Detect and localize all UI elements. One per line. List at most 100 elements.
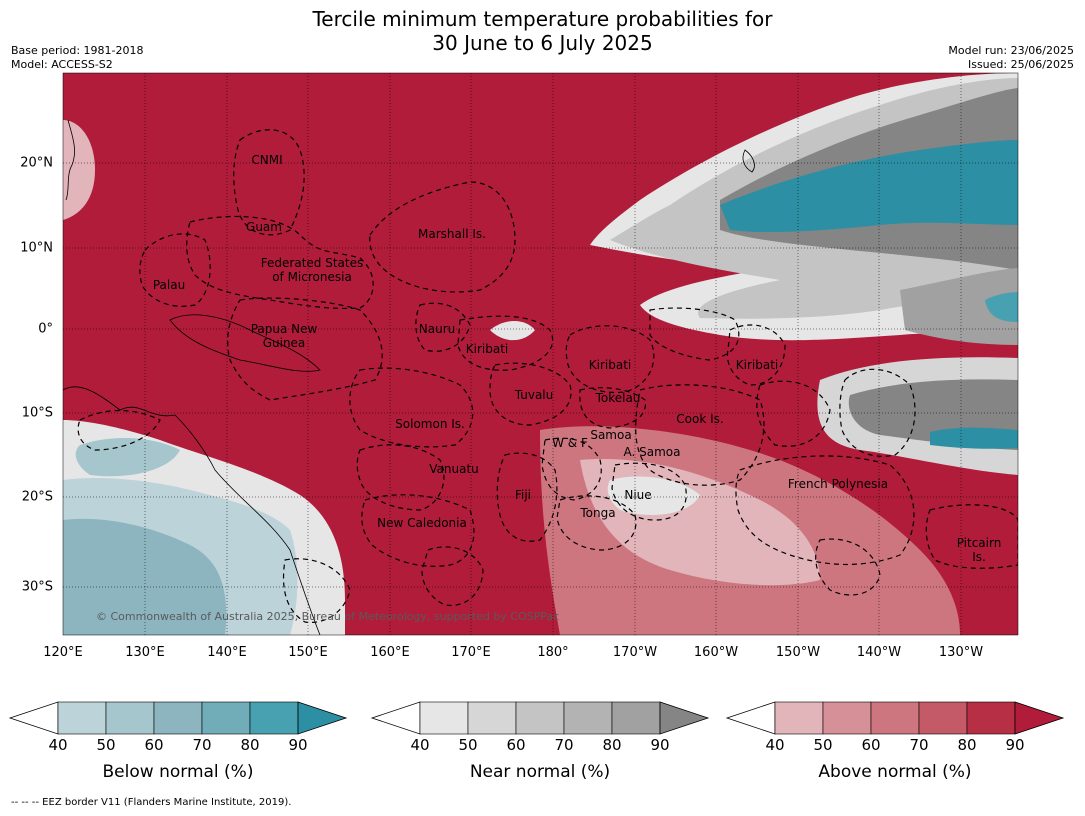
map-area xyxy=(63,73,1018,635)
cbar-below-seg-2 xyxy=(105,701,155,735)
below-normal-core-ne xyxy=(720,140,1018,233)
cbar-near-seg-5 xyxy=(611,701,661,735)
cbar-above-tick-50: 50 xyxy=(813,736,833,754)
meta-right: Model run: 23/06/2025 Issued: 25/06/2025 xyxy=(948,44,1074,72)
cbar-near-seg-1 xyxy=(419,701,469,735)
cbar-below-tick-80: 80 xyxy=(240,736,260,754)
lon-label-170e: 170°E xyxy=(451,645,491,660)
above-normal-low-region-nw xyxy=(63,120,95,220)
cbar-near-tick-40: 40 xyxy=(410,736,430,754)
coastlines xyxy=(63,119,755,635)
region-label-vanuatu: Vanuatu xyxy=(429,462,479,476)
near-normal-region-e xyxy=(900,268,1018,345)
model-name: Model: ACCESS-S2 xyxy=(11,58,113,71)
cbar-above-seg-3 xyxy=(870,701,920,735)
cbar-near-tick-90: 90 xyxy=(650,736,670,754)
lat-label-0: 0° xyxy=(38,321,53,337)
region-label-solomon: Solomon Is. xyxy=(395,417,465,431)
cbar-above-tick-60: 60 xyxy=(861,736,881,754)
lon-label-160w: 160°W xyxy=(693,645,739,660)
cbar-above-low-extend xyxy=(725,701,776,735)
cbar-above-tick-90: 90 xyxy=(1005,736,1025,754)
lon-label-130e: 130°E xyxy=(125,645,165,660)
region-label-kiribati-west: Kiribati xyxy=(465,342,509,356)
lat-label-20s: 20°S xyxy=(21,489,53,505)
cbar-near-high-extend xyxy=(659,701,710,735)
region-label-pitcairn-line2: Is. xyxy=(972,550,986,564)
colorbar-near xyxy=(370,701,710,735)
cbar-near-tick-60: 60 xyxy=(506,736,526,754)
cbar-below-low-extend xyxy=(8,701,59,735)
cbar-near-title: Near normal (%) xyxy=(469,762,611,782)
lon-label-120e: 120°E xyxy=(43,645,83,660)
region-label-cook: Cook Is. xyxy=(676,412,724,426)
region-label-tonga: Tonga xyxy=(580,506,616,520)
cbar-near-seg-4 xyxy=(563,701,613,735)
lat-label-30s: 30°S xyxy=(21,579,53,595)
below-normal-region-qld xyxy=(75,438,180,477)
cbar-above-high-extend xyxy=(1014,701,1065,735)
title-line-2: 30 June to 6 July 2025 xyxy=(432,31,653,55)
cbar-above-title: Above normal (%) xyxy=(818,762,972,782)
lon-label-140e: 140°E xyxy=(207,645,247,660)
lon-label-180: 180° xyxy=(537,645,569,660)
region-label-french-polynesia: French Polynesia xyxy=(787,477,889,491)
meta-left: Base period: 1981-2018 Model: ACCESS-S2 xyxy=(11,44,143,72)
cbar-near-tick-80: 80 xyxy=(602,736,622,754)
graticule xyxy=(63,73,1018,635)
title-line-1: Tercile minimum temperature probabilitie… xyxy=(312,7,773,31)
cbar-below-tick-90: 90 xyxy=(288,736,308,754)
eez-footer-note: -- -- -- EEZ border V11 (Flanders Marine… xyxy=(11,797,292,808)
lon-label-160e: 160°E xyxy=(370,645,410,660)
region-label-niue: Niue xyxy=(624,488,652,502)
region-label-cnmi: CNMI xyxy=(251,153,283,167)
colorbar-below xyxy=(8,701,348,735)
cbar-near-tick-70: 70 xyxy=(554,736,574,754)
lat-label-10n: 10°N xyxy=(20,240,53,256)
cbar-near-tick-50: 50 xyxy=(458,736,478,754)
near-normal-spot-niue xyxy=(607,476,700,515)
cbar-above-tick-40: 40 xyxy=(765,736,785,754)
cbar-above-tick-70: 70 xyxy=(909,736,929,754)
cbar-above-seg-5 xyxy=(966,701,1016,735)
region-label-fsm: Federated States of Micronesia xyxy=(261,256,363,284)
lon-label-140w: 140°W xyxy=(856,645,902,660)
region-label-marshall: Marshall Is. xyxy=(418,227,486,241)
lon-label-130w: 130°W xyxy=(938,645,984,660)
region-label-tuvalu: Tuvalu xyxy=(514,388,554,402)
base-period: Base period: 1981-2018 xyxy=(11,44,144,57)
region-label-new-caledonia: New Caledonia xyxy=(377,516,467,530)
below-normal-spot-e xyxy=(985,292,1018,322)
region-label-kiribati-east: Kiribati xyxy=(735,358,779,372)
map-frame xyxy=(62,72,1019,636)
model-run: Model run: 23/06/2025 xyxy=(948,44,1074,57)
region-label-fsm-line1: Federated States xyxy=(260,256,364,270)
near-normal-spot-kiribati xyxy=(490,321,535,341)
region-label-pitcairn: Pitcairn Is. xyxy=(957,536,1002,564)
region-label-palau: Palau xyxy=(152,278,186,292)
eez-borders xyxy=(77,129,1018,624)
cbar-below-high-extend xyxy=(297,701,348,735)
lon-label-170w: 170°W xyxy=(612,645,658,660)
cbar-below-seg-1 xyxy=(57,701,107,735)
cbar-below-seg-5 xyxy=(249,701,299,735)
cbar-above-seg-1 xyxy=(774,701,824,735)
issued-date: Issued: 25/06/2025 xyxy=(967,58,1074,71)
cbar-below-tick-40: 40 xyxy=(48,736,68,754)
region-label-guam: Guam xyxy=(246,220,282,234)
region-label-png-line2: Guinea xyxy=(262,336,306,350)
copyright-notice: © Commonwealth of Australia 2025, Bureau… xyxy=(96,610,560,623)
lat-label-20n: 20°N xyxy=(20,155,53,171)
lon-label-150w: 150°W xyxy=(775,645,821,660)
region-label-american-samoa: A. Samoa xyxy=(623,445,681,459)
below-normal-region-australia-core xyxy=(63,518,227,635)
region-label-nauru: Nauru xyxy=(418,322,456,336)
region-label-fsm-line2: of Micronesia xyxy=(272,270,352,284)
region-label-tokelau: Tokelau xyxy=(595,391,641,405)
cbar-below-tick-70: 70 xyxy=(192,736,212,754)
region-label-pitcairn-line1: Pitcairn xyxy=(956,536,1002,550)
region-label-fiji: Fiji xyxy=(514,488,532,502)
cbar-near-seg-3 xyxy=(515,701,565,735)
lat-label-10s: 10°S xyxy=(21,405,53,421)
